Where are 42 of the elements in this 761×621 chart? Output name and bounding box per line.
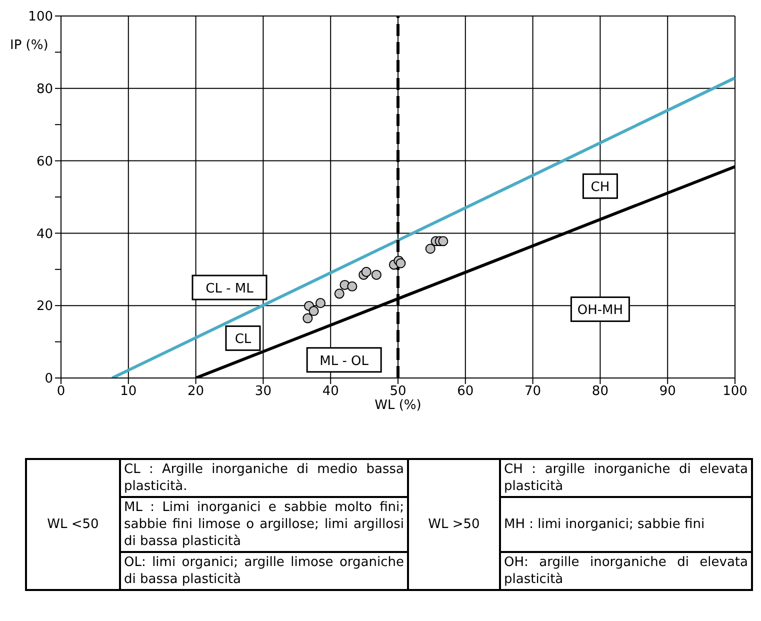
y-tick-label: 80 <box>36 82 53 98</box>
x-tick-label: 0 <box>56 384 66 400</box>
text: CL : Argille inorganiche di medio bassa plasticità. <box>120 459 408 497</box>
point <box>315 298 326 308</box>
x-tick-label: 50 <box>390 384 406 400</box>
text: OL: limi organici; argille limose organiche di bassa plasticità <box>120 552 408 590</box>
point <box>396 258 406 268</box>
text: CH : argille inorganiche di elevata plasticità <box>500 459 752 497</box>
y-tick-label: 20 <box>36 299 53 314</box>
annotation: OH-MH <box>577 303 624 318</box>
x-tick-label: 70 <box>524 384 542 400</box>
point <box>308 306 319 316</box>
y-tick-label: 0 <box>44 372 53 387</box>
annotation: CH <box>590 180 610 196</box>
y-tick-label: 40 <box>36 226 53 242</box>
x-tick-label: 40 <box>322 384 339 400</box>
text: OH: argille inorganiche di elevata plasticità <box>500 552 752 590</box>
annotation: CL - ML <box>206 282 254 296</box>
x-tick-label: 20 <box>188 384 204 400</box>
point <box>371 270 382 280</box>
x-tick-label: 60 <box>457 384 474 400</box>
annotation: ML - OL <box>320 354 370 369</box>
point <box>361 266 372 277</box>
text: ML : Limi inorganici e sabbie molto fini; sabbie fini limose o argillose; limi argillosi di bassa plasticità <box>120 497 408 552</box>
x-tick-label: 30 <box>254 384 272 400</box>
point <box>425 244 436 254</box>
y-tick-label: 100 <box>28 10 53 25</box>
x-axis-title: WL (%) <box>374 398 422 414</box>
point <box>438 236 448 246</box>
text: MH : limi inorganici; sabbie fini <box>500 497 752 552</box>
text: WL <50 <box>26 459 120 590</box>
point <box>347 281 358 292</box>
point <box>334 288 344 299</box>
x-tick-label: 100 <box>722 384 748 400</box>
annotation: CL <box>234 332 252 348</box>
x-tick-label: 90 <box>659 384 676 400</box>
x-tick-label: 10 <box>120 384 137 400</box>
y-axis-title: IP (%) <box>10 38 48 53</box>
x-tick-label: 80 <box>592 384 608 400</box>
text: WL >50 <box>408 459 500 590</box>
point <box>302 313 313 324</box>
y-tick-label: 60 <box>36 154 53 170</box>
